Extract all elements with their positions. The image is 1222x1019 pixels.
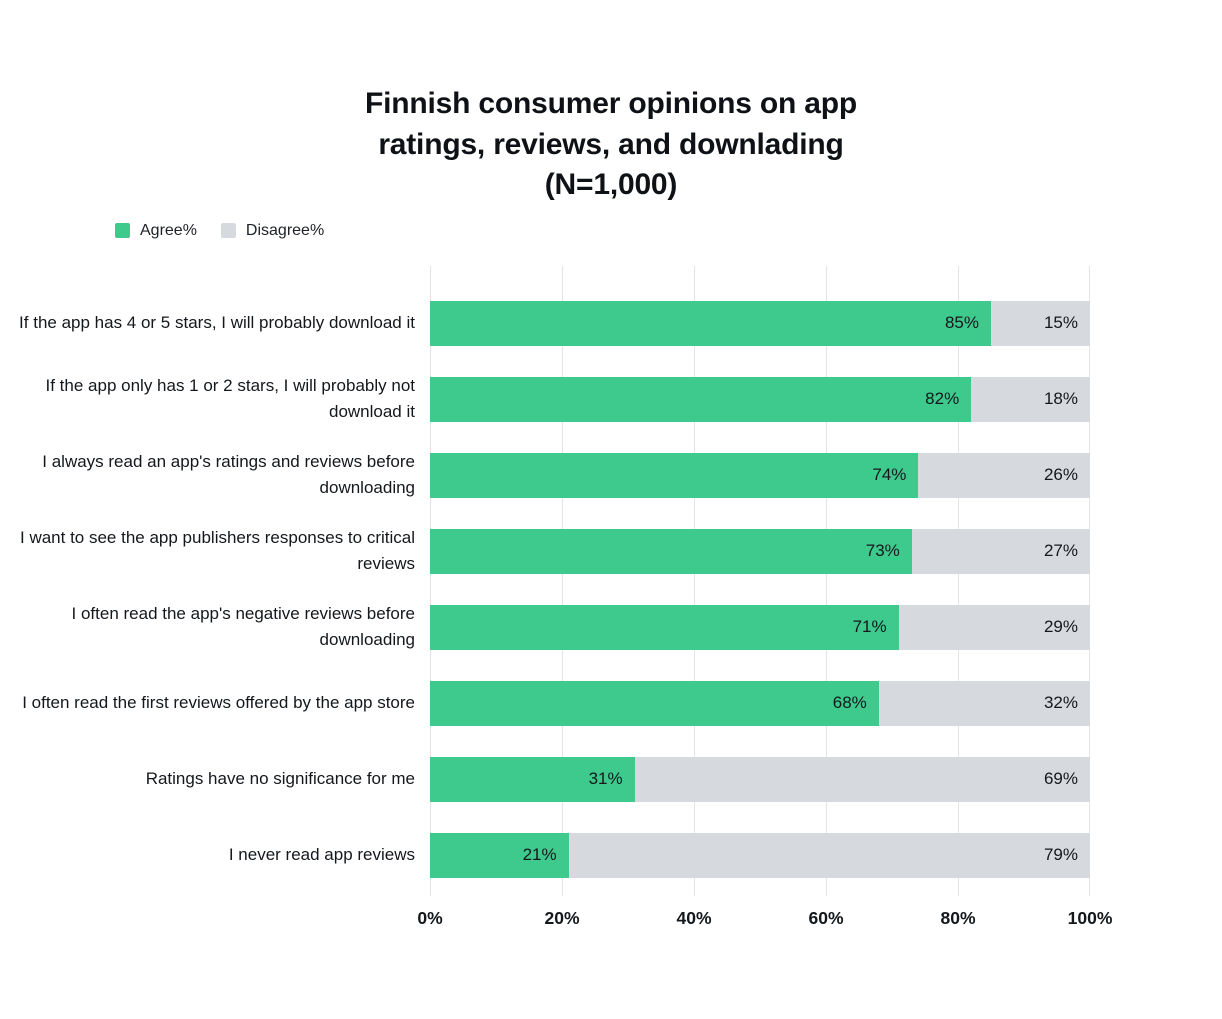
- disagree-value-label: 32%: [1043, 693, 1078, 712]
- bar-row: If the app has 4 or 5 stars, I will prob…: [19, 300, 1090, 346]
- agree-value-label: 21%: [522, 845, 557, 864]
- x-axis-tick-label: 40%: [676, 907, 712, 928]
- agree-bar-segment: 82%: [430, 376, 972, 422]
- disagree-bar-segment: 21% 79%: [430, 832, 1090, 878]
- bar-row: Ratings have no significance for me 31% 69…: [146, 756, 1090, 802]
- agree-value-label: 68%: [832, 693, 867, 712]
- disagree-value-label: 27%: [1043, 541, 1078, 560]
- agree-bar-segment: 85%: [430, 300, 991, 346]
- disagree-bar-segment: 71% 29%: [430, 604, 1090, 650]
- legend-label-agree: Agree%: [140, 221, 197, 239]
- category-label: If the app only has 1 or 2 stars, I will…: [45, 376, 415, 421]
- bar-chart: If the app has 4 or 5 stars, I will prob…: [0, 265, 1222, 932]
- agree-bar-segment: 74%: [430, 452, 919, 498]
- agree-value-label: 82%: [925, 389, 960, 408]
- category-label: I often read the app's negative reviews …: [71, 604, 415, 649]
- bar-row: I always read an app's ratings and revie…: [42, 452, 1090, 498]
- x-axis-tick-label: 0%: [417, 907, 443, 928]
- chart-title: Finnish consumer opinions on app ratings…: [365, 87, 857, 201]
- x-axis-tick-label: 80%: [940, 907, 976, 928]
- disagree-bar-segment: 31% 69%: [430, 756, 1090, 802]
- bar-row: If the app only has 1 or 2 stars, I will…: [46, 376, 1090, 422]
- agree-bar-segment: 71%: [430, 604, 899, 650]
- legend-label-disagree: Disagree%: [245, 221, 325, 239]
- agree-value-label: 31%: [588, 769, 623, 788]
- x-axis: 0% 20% 40% 60% 80% 100%: [417, 907, 1112, 932]
- agree-swatch-icon: [115, 223, 130, 238]
- category-label: I always read an app's ratings and revie…: [42, 452, 415, 497]
- disagree-value-label: 79%: [1043, 845, 1078, 864]
- disagree-value-label: 26%: [1043, 465, 1078, 484]
- disagree-value-label: 15%: [1043, 313, 1078, 332]
- bar-row: I often read the first reviews offered b…: [22, 680, 1090, 726]
- x-axis-tick-label: 20%: [544, 907, 580, 928]
- agree-value-label: 71%: [852, 617, 887, 636]
- disagree-bar-segment: 82% 18%: [430, 376, 1090, 422]
- category-label: I often read the first reviews offered b…: [22, 693, 415, 712]
- bar-row: I never read app reviews 21% 79%: [229, 832, 1090, 878]
- agree-bar-segment: 21%: [430, 832, 569, 878]
- agree-value-label: 73%: [865, 541, 900, 560]
- agree-bar-segment: 31%: [430, 756, 635, 802]
- category-label: I want to see the app publishers respons…: [20, 528, 415, 573]
- plot-area: If the app has 4 or 5 stars, I will prob…: [19, 265, 1090, 896]
- x-axis-tick-label: 100%: [1067, 907, 1113, 928]
- agree-bar-segment: 68%: [430, 680, 879, 726]
- disagree-bar-segment: 85% 15%: [430, 300, 1090, 346]
- disagree-bar-segment: 74% 26%: [430, 452, 1090, 498]
- bar-row: I want to see the app publishers respons…: [20, 528, 1090, 574]
- disagree-value-label: 29%: [1043, 617, 1078, 636]
- agree-value-label: 85%: [944, 313, 979, 332]
- category-label: Ratings have no significance for me: [145, 769, 415, 788]
- legend: Agree% Disagree%: [115, 222, 1222, 240]
- agree-value-label: 74%: [872, 465, 907, 484]
- disagree-bar-segment: 68% 32%: [430, 680, 1090, 726]
- legend-item-disagree: Disagree%: [220, 221, 325, 240]
- x-axis-tick-label: 60%: [808, 907, 844, 928]
- disagree-bar-segment: 73% 27%: [430, 528, 1090, 574]
- category-label: If the app has 4 or 5 stars, I will prob…: [19, 313, 415, 332]
- disagree-swatch-icon: [220, 223, 236, 238]
- bar-row: I often read the app's negative reviews …: [72, 604, 1090, 650]
- disagree-value-label: 69%: [1043, 769, 1078, 788]
- category-label: I never read app reviews: [228, 845, 415, 864]
- legend-item-agree: Agree%: [115, 222, 197, 240]
- disagree-value-label: 18%: [1043, 389, 1078, 408]
- agree-bar-segment: 73%: [430, 528, 912, 574]
